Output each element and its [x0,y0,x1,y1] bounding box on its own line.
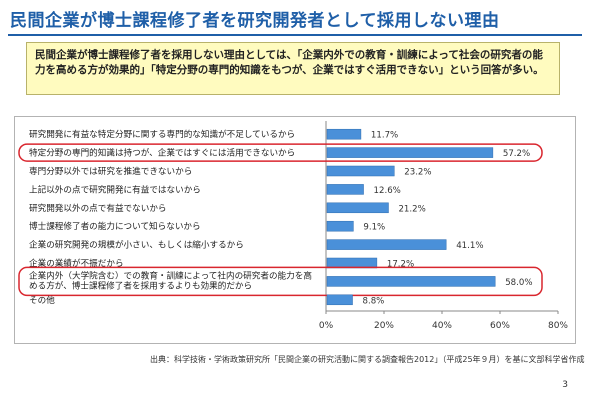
bar [326,239,447,250]
bar [326,128,362,140]
category-label: 博士課程修了者の能力について知らないから [29,220,201,232]
category-label: 研究開発に有益な特定分野に関する専門的な知識が不足しているから [29,128,295,140]
category-label: 企業の業績が不振だから [29,257,124,269]
bar [326,184,364,195]
category-label: 専門分野以外では研究を推進できないから [29,165,192,177]
bar [326,294,353,306]
x-tick-label: 80% [548,321,568,331]
bar [326,202,389,214]
bar [326,165,395,177]
x-tick-label: 60% [490,321,510,331]
category-label: 企業内外（大学院含む）での教育・訓練によって社内の研究者の能力を高める方が、博士… [29,269,312,291]
x-tick-label: 20% [374,321,394,331]
bar-value-label: 12.6% [374,186,401,196]
bar-value-label: 8.8% [363,296,385,306]
bar-value-label: 11.7% [371,131,398,141]
x-tick-label: 0% [319,321,334,331]
source-note: 出典：科学技術・学術政策研究所「民間企業の研究活動に関する調査報告2012」（平… [150,355,585,364]
highlight-ring [18,266,543,297]
bar [326,220,354,232]
summary-box: 民間企業が博士課程修了者を採用しない理由としては、「企業内外での教育・訓練によっ… [26,42,560,95]
page-title: 民間企業が博士課程修了者を研究開発者として採用しない理由 [10,11,500,31]
bar-value-label: 17.2% [387,260,414,270]
bar-value-label: 58.0% [505,278,532,288]
highlight-ring [18,143,543,162]
bar [326,147,494,158]
category-label: 特定分野の専門的知識は持つが、企業ではすぐには活用できないから [29,147,295,159]
category-label: 研究開発以外の点で有益でないから [29,202,167,214]
bar-value-label: 23.2% [404,168,431,178]
category-label: 上記以外の点で研究開発に有益ではないから [29,183,201,195]
bar [326,276,496,287]
category-label: その他 [29,294,55,306]
title-underline [8,34,582,36]
bar-value-label: 21.2% [398,204,425,214]
x-tick-label: 40% [432,321,452,331]
bar-value-label: 41.1% [456,241,483,251]
bar-value-label: 57.2% [503,149,530,159]
page-number: 3 [562,380,568,390]
bar-value-label: 9.1% [363,223,385,233]
category-label: 企業の研究開発の規模が小さい、もしくは縮小するから [29,239,244,251]
bar-chart: 0% 20% 40% 60% 80% 研究開発に有益な特定分野に関する専門的な知識が不足し… [18,121,568,331]
chart-frame: 0% 20% 40% 60% 80% 研究開発に有益な特定分野に関する専門的な知識が不足し… [14,116,576,344]
bar [326,257,378,269]
